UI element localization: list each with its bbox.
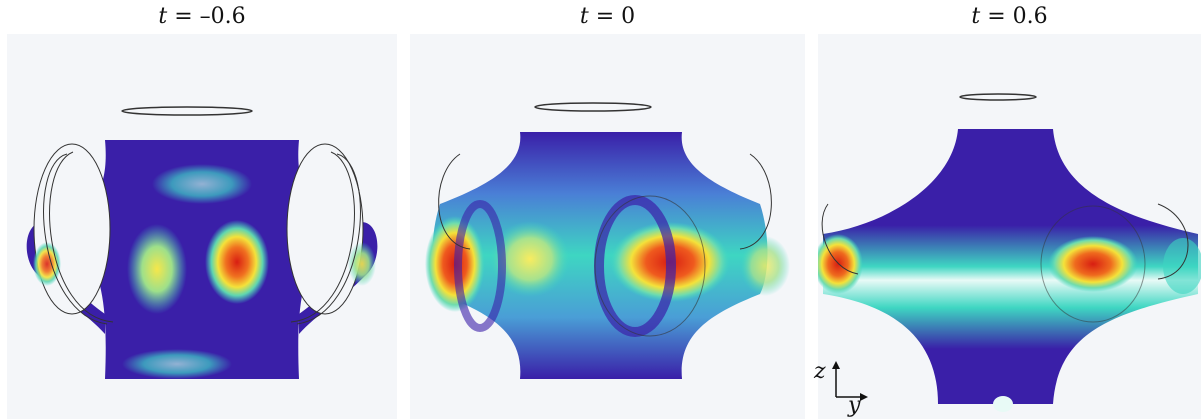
- simulation-panel-2: [410, 34, 805, 419]
- time-value: = 0.6: [980, 4, 1048, 29]
- simulation-panel-3: [818, 34, 1201, 419]
- time-variable: t: [158, 4, 168, 29]
- panel-title-1: t = –0.6: [7, 0, 397, 34]
- axis-indicator: z y: [814, 355, 878, 419]
- z-axis-label: z: [814, 359, 826, 384]
- y-axis-label: y: [848, 393, 861, 418]
- simulation-panel-1: [7, 34, 397, 419]
- time-variable: t: [971, 4, 981, 29]
- time-variable: t: [579, 4, 589, 29]
- panel-title-3: t = 0.6: [818, 0, 1201, 34]
- surface-render-3: [818, 34, 1201, 419]
- time-value: = –0.6: [167, 4, 246, 29]
- time-value: = 0: [588, 4, 636, 29]
- surface-render-2: [410, 34, 805, 419]
- surface-render-1: [7, 34, 397, 419]
- axis-arrows: [832, 361, 868, 401]
- panel-title-2: t = 0: [410, 0, 805, 34]
